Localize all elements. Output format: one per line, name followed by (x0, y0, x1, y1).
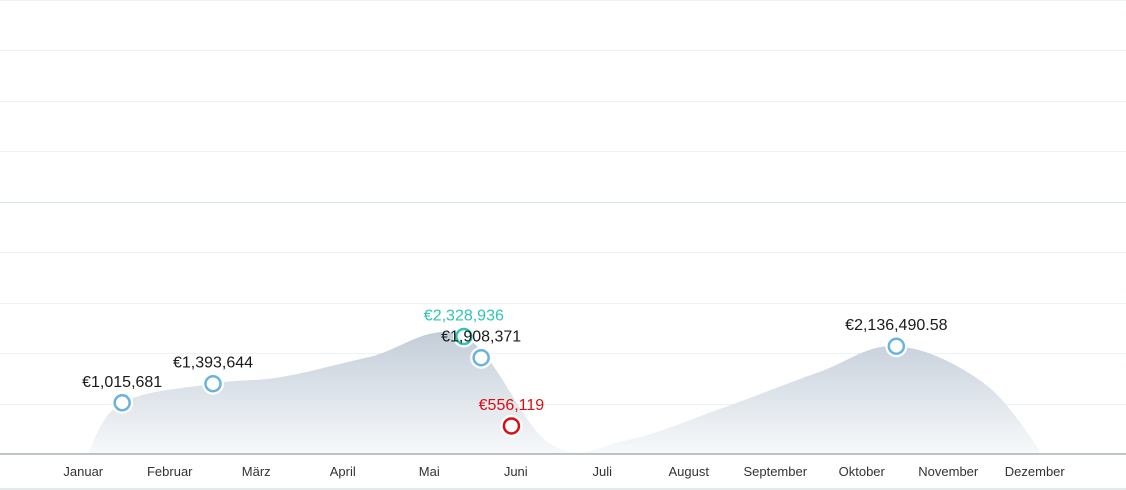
data-point[interactable] (113, 394, 131, 412)
x-tick-label: Juli (592, 464, 612, 479)
x-tick-label: September (743, 464, 807, 479)
x-tick-label: Mai (419, 464, 440, 479)
data-label: €1,393,644 (173, 355, 253, 372)
data-point[interactable] (472, 348, 490, 367)
data-label: €1,015,681 (82, 374, 162, 391)
data-label: €1,908,371 (441, 329, 521, 346)
gridlines (0, 0, 1126, 405)
data-label: €556,119 (479, 397, 545, 414)
x-tick-label: Juni (504, 464, 528, 479)
data-point[interactable] (887, 337, 906, 355)
data-label: €2,328,936 (424, 308, 504, 325)
x-tick-label: April (330, 464, 356, 479)
x-tick-label: Oktober (839, 464, 886, 479)
x-tick-label: August (669, 464, 710, 479)
area-series (87, 331, 1040, 454)
data-label: €2,136,490.58 (845, 317, 947, 334)
data-points: €1,015,681 €1,393,644 €2,328,936 €1,908,371… (82, 308, 948, 437)
data-point[interactable] (204, 374, 222, 393)
data-point[interactable] (502, 417, 521, 435)
x-tick-label: Februar (147, 464, 193, 479)
x-tick-label: Januar (63, 464, 103, 479)
x-tick-label: März (242, 464, 271, 479)
x-axis-ticks: Januar Februar März April Mai Juni Juli August S… (63, 464, 1065, 479)
data-point[interactable] (455, 327, 473, 346)
x-tick-label: November (918, 464, 979, 479)
x-tick-label: Dezember (1005, 464, 1066, 479)
